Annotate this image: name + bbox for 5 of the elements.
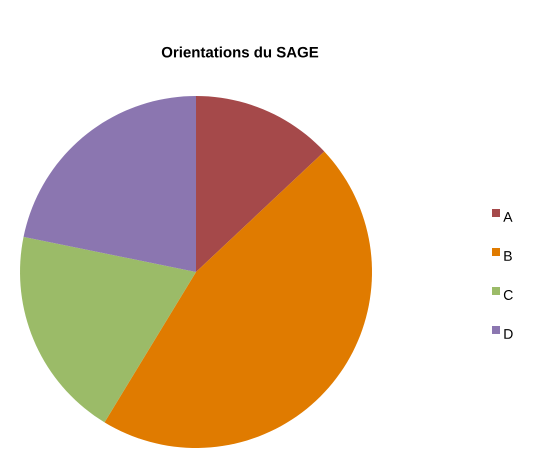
- chart-title: Orientations du SAGE: [162, 46, 318, 58]
- legend-label: B: [504, 251, 512, 261]
- legend-label: D: [504, 329, 513, 339]
- legend-label: A: [503, 212, 513, 222]
- legend-label: C: [504, 290, 513, 300]
